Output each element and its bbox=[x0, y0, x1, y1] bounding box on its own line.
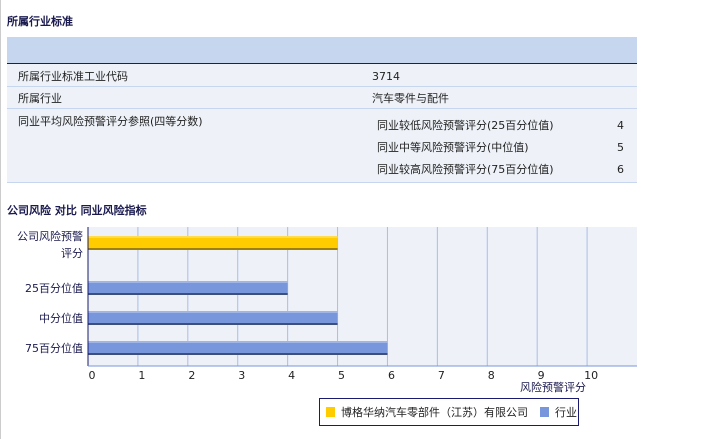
x-tick-label: 6 bbox=[388, 369, 395, 382]
x-tick-label: 10 bbox=[584, 369, 598, 382]
bar bbox=[88, 281, 288, 295]
x-tick-label: 2 bbox=[188, 369, 195, 382]
bar-shadow bbox=[88, 323, 338, 325]
y-tick-label: 75百分位值 bbox=[25, 341, 83, 355]
x-tick-label: 7 bbox=[438, 369, 445, 382]
row-label: 所属行业 bbox=[18, 92, 62, 105]
bar bbox=[88, 341, 388, 355]
legend-label: 博格华纳汽车零部件（江苏）有限公司 bbox=[341, 406, 528, 419]
bar-highlight bbox=[88, 236, 338, 238]
ref-value: 4 bbox=[617, 119, 624, 132]
legend-label: 行业 bbox=[555, 406, 577, 419]
bar bbox=[88, 236, 338, 250]
bar-highlight bbox=[88, 281, 288, 283]
bar-shadow bbox=[88, 248, 338, 250]
ref-label: 同业较低风险预警评分(25百分位值) bbox=[377, 119, 554, 132]
y-tick-label: 中分位值 bbox=[39, 311, 83, 325]
x-axis-label: 风险预警评分 bbox=[520, 380, 586, 394]
row-value: 汽车零件与配件 bbox=[372, 92, 449, 105]
row-label: 同业平均风险预警评分参照(四等分数) bbox=[18, 115, 203, 128]
row-label: 所属行业标准工业代码 bbox=[18, 70, 128, 83]
ref-label: 同业较高风险预警评分(75百分位值) bbox=[377, 163, 554, 176]
x-tick-label: 9 bbox=[538, 369, 545, 382]
bar-highlight bbox=[88, 341, 388, 343]
row-value: 3714 bbox=[372, 70, 400, 83]
bar-shadow bbox=[88, 293, 288, 295]
bar-shadow bbox=[88, 353, 388, 355]
ref-label: 同业中等风险预警评分(中位值) bbox=[377, 141, 529, 154]
ref-value: 5 bbox=[617, 141, 624, 154]
legend: 博格华纳汽车零部件（江苏）有限公司 行业 bbox=[319, 398, 579, 426]
x-tick-label: 3 bbox=[238, 369, 245, 382]
section-title: 所属行业标准 bbox=[7, 15, 73, 28]
x-tick-label: 8 bbox=[488, 369, 495, 382]
legend-swatch-industry bbox=[540, 407, 549, 417]
y-tick-label: 公司风险预警 bbox=[17, 229, 83, 243]
table-row: 同业平均风险预警评分参照(四等分数) 同业较低风险预警评分(25百分位值) 4 同… bbox=[7, 109, 637, 183]
table-row: 所属行业 汽车零件与配件 bbox=[7, 87, 637, 109]
y-tick-label: 25百分位值 bbox=[25, 281, 83, 295]
bar-highlight bbox=[88, 311, 338, 313]
bar bbox=[88, 311, 338, 325]
table-row: 所属行业标准工业代码 3714 bbox=[7, 64, 637, 87]
y-tick-label: 评分 bbox=[61, 247, 83, 260]
table-header-band bbox=[7, 37, 637, 64]
x-tick-label: 4 bbox=[288, 369, 295, 382]
legend-swatch-company bbox=[326, 407, 335, 417]
industry-table: 所属行业标准工业代码 3714 所属行业 汽车零件与配件 同业平均风险预警评分参照(… bbox=[7, 37, 637, 183]
ref-value: 6 bbox=[617, 163, 624, 176]
x-tick-label: 1 bbox=[138, 369, 145, 382]
x-tick-label: 0 bbox=[89, 369, 96, 382]
chart-title: 公司风险 对比 同业风险指标 bbox=[7, 204, 147, 217]
x-tick-label: 5 bbox=[338, 369, 345, 382]
